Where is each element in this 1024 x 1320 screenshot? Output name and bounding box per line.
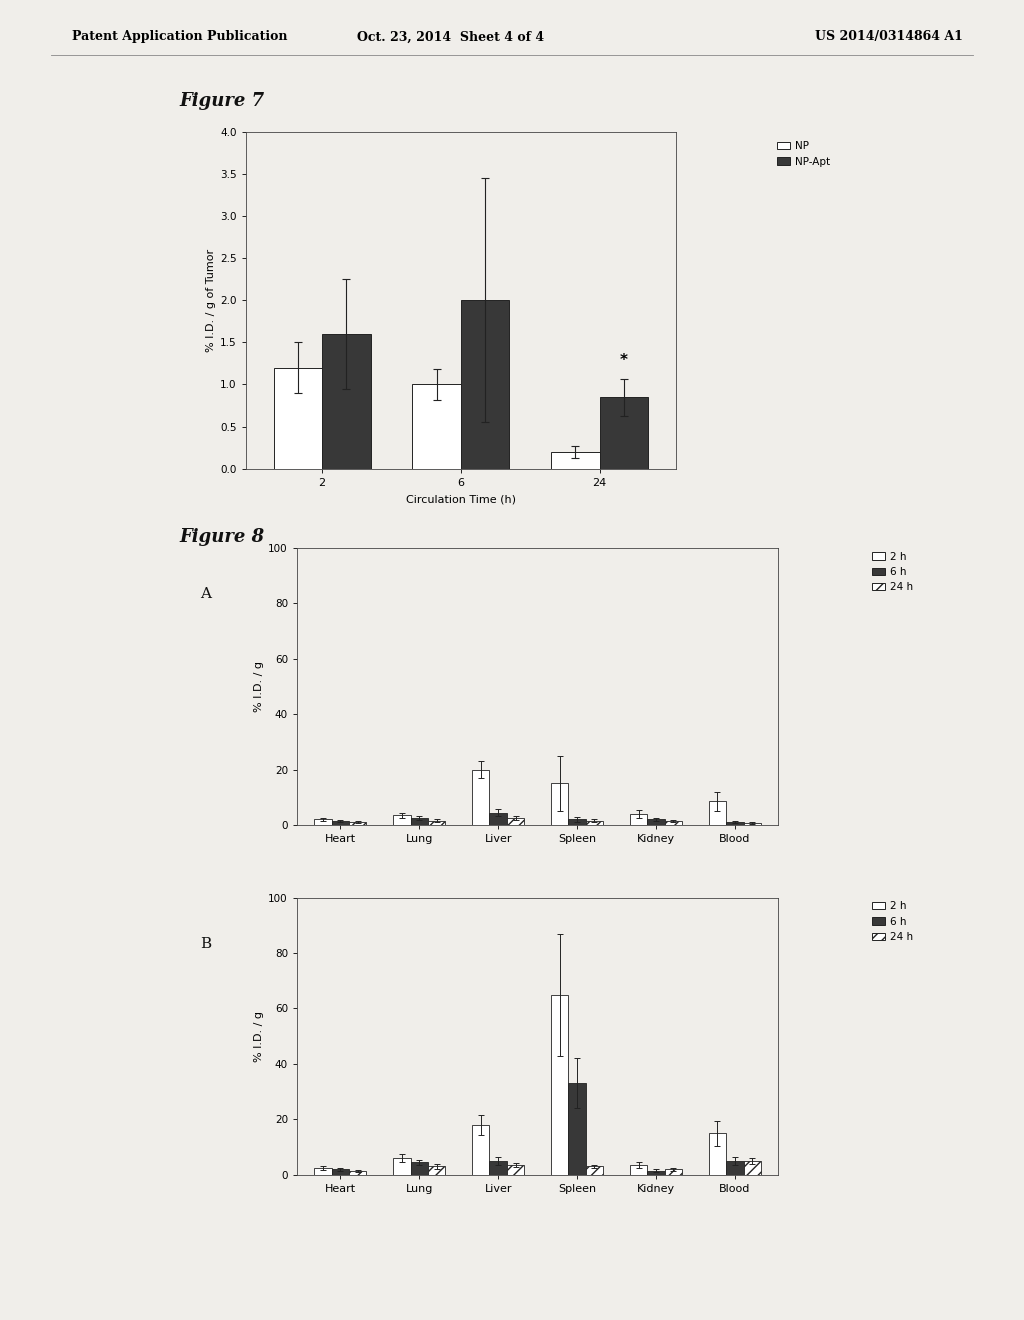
Bar	[393, 816, 411, 825]
Y-axis label: % I.D. / g of Tumor: % I.D. / g of Tumor	[206, 248, 216, 352]
Bar	[489, 813, 507, 825]
Bar	[349, 822, 367, 825]
Bar	[472, 1125, 489, 1175]
Bar	[551, 451, 599, 469]
Legend: 2 h, 6 h, 24 h: 2 h, 6 h, 24 h	[868, 548, 918, 597]
Bar	[349, 1171, 367, 1175]
Y-axis label: % I.D. / g: % I.D. / g	[254, 661, 264, 711]
Bar	[413, 384, 461, 469]
Bar	[507, 1166, 524, 1175]
Bar	[551, 995, 568, 1175]
Text: *: *	[620, 354, 628, 368]
Bar	[647, 820, 665, 825]
Bar	[568, 1084, 586, 1175]
Bar	[323, 334, 371, 469]
Bar	[428, 1167, 445, 1175]
Bar	[314, 820, 332, 825]
Bar	[665, 821, 682, 825]
Bar	[586, 1167, 603, 1175]
Bar	[472, 770, 489, 825]
Bar	[568, 820, 586, 825]
Text: Figure 7: Figure 7	[179, 92, 264, 111]
Bar	[709, 1133, 726, 1175]
Bar	[726, 1162, 743, 1175]
Bar	[332, 1170, 349, 1175]
Bar	[428, 821, 445, 825]
Bar	[314, 1168, 332, 1175]
Bar	[273, 367, 323, 469]
Text: US 2014/0314864 A1: US 2014/0314864 A1	[815, 30, 963, 44]
X-axis label: Circulation Time (h): Circulation Time (h)	[406, 495, 516, 504]
Bar	[709, 801, 726, 825]
Bar	[411, 1163, 428, 1175]
Bar	[630, 1166, 647, 1175]
Bar	[726, 822, 743, 825]
Text: A: A	[200, 587, 211, 602]
Bar	[630, 814, 647, 825]
Text: Figure 8: Figure 8	[179, 528, 264, 546]
Legend: 2 h, 6 h, 24 h: 2 h, 6 h, 24 h	[868, 898, 918, 946]
Bar	[647, 1171, 665, 1175]
Bar	[393, 1158, 411, 1175]
Text: B: B	[200, 937, 211, 952]
Bar	[743, 1162, 761, 1175]
Text: Patent Application Publication: Patent Application Publication	[72, 30, 287, 44]
Bar	[599, 397, 648, 469]
Bar	[586, 821, 603, 825]
Bar	[507, 818, 524, 825]
Bar	[461, 300, 509, 469]
Bar	[489, 1162, 507, 1175]
Bar	[332, 821, 349, 825]
Text: Oct. 23, 2014  Sheet 4 of 4: Oct. 23, 2014 Sheet 4 of 4	[357, 30, 544, 44]
Legend: NP, NP-Apt: NP, NP-Apt	[773, 137, 835, 170]
Bar	[411, 818, 428, 825]
Bar	[743, 822, 761, 825]
Bar	[551, 783, 568, 825]
Bar	[665, 1170, 682, 1175]
Y-axis label: % I.D. / g: % I.D. / g	[254, 1011, 264, 1061]
